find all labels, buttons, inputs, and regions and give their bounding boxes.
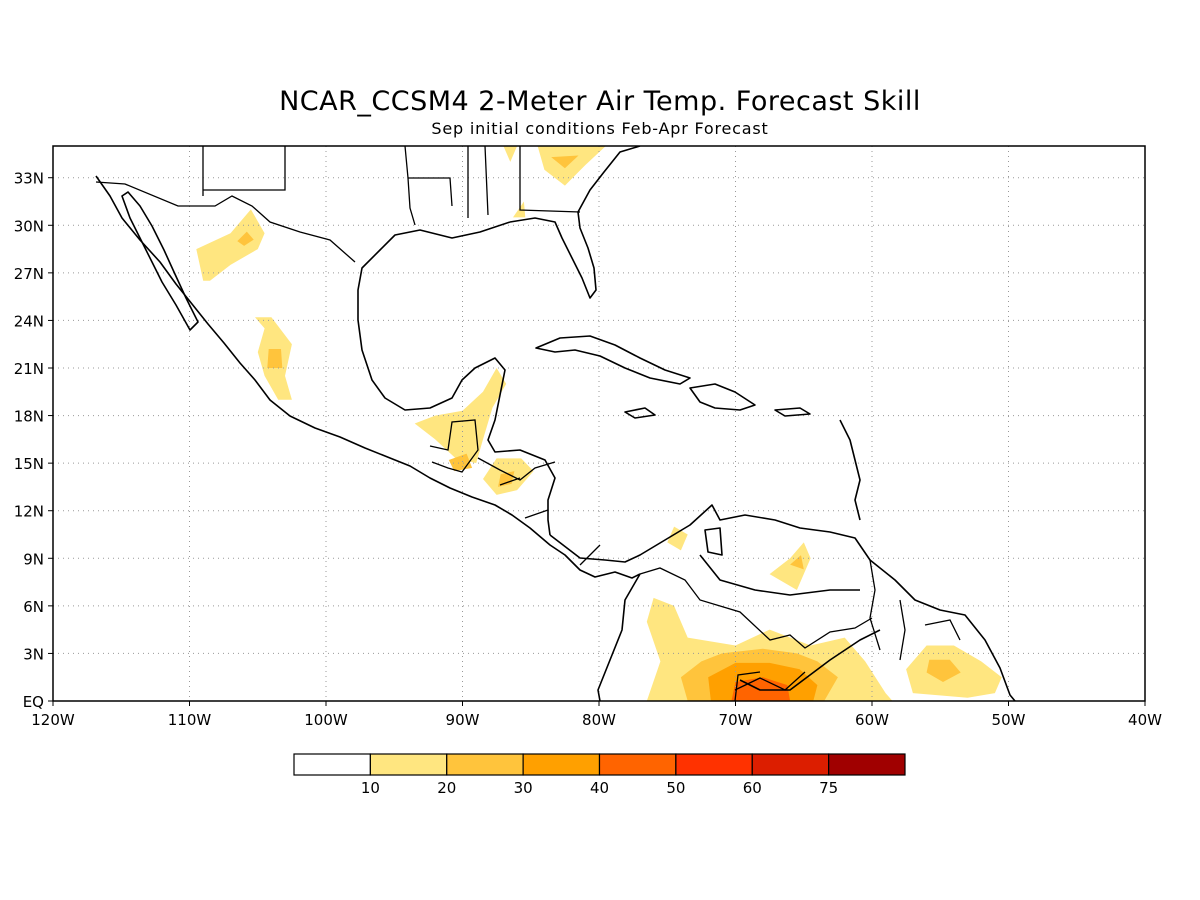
- lesser-antilles: [839, 419, 861, 521]
- colorbar-label: 40: [590, 779, 609, 797]
- baja-california: [121, 191, 199, 331]
- lat-tick-label: 3N: [23, 645, 44, 663]
- jamaica: [624, 407, 656, 419]
- amazon-rivers: [739, 629, 881, 691]
- colorbar-label: 30: [514, 779, 533, 797]
- lon-tick-label: 110W: [168, 711, 212, 729]
- skill-region-nw-mexico-core: [237, 231, 254, 246]
- us-state-lines: [202, 146, 581, 226]
- skill-region-yucatan: [414, 368, 507, 464]
- lat-tick-label: EQ: [23, 693, 44, 711]
- brazil-inner-border: [734, 671, 761, 701]
- lon-tick-label: 80W: [582, 711, 616, 729]
- lat-tick-label: 9N: [23, 550, 44, 568]
- political-borders: [95, 146, 961, 701]
- central-america-borders: [477, 457, 601, 566]
- skill-region-w-mexico-core: [267, 349, 283, 368]
- lat-tick-label: 33N: [14, 170, 44, 188]
- colorbar-label: 75: [819, 779, 838, 797]
- us-mexico-border: [95, 181, 356, 263]
- skill-region-se-usa: [537, 146, 606, 186]
- map-subtitle: Sep initial conditions Feb-Apr Forecast: [431, 119, 769, 138]
- hispaniola: [689, 383, 756, 411]
- colorbar-swatch: [598, 753, 677, 776]
- colorbar: 10 20 30 40 50 60 75: [293, 753, 906, 797]
- coastlines: [95, 146, 1016, 701]
- venezuela-interior: [699, 554, 860, 596]
- lat-tick-label: 24N: [14, 312, 44, 330]
- map-title: NCAR_CCSM4 2-Meter Air Temp. Forecast Sk…: [279, 86, 921, 117]
- lon-tick-label: 120W: [31, 711, 75, 729]
- lon-tick-label: 100W: [304, 711, 348, 729]
- gulf-of-mexico-coast: [357, 221, 556, 536]
- lat-tick-label: 21N: [14, 360, 44, 378]
- lon-tick-label: 70W: [719, 711, 753, 729]
- lat-tick-label: 15N: [14, 455, 44, 473]
- skill-region-alabama-north: [503, 146, 518, 162]
- lake-maracaibo: [704, 527, 723, 556]
- south-america-north-coast: [549, 504, 1016, 701]
- colorbar-swatch: [293, 753, 371, 776]
- colorbar-swatch: [828, 753, 906, 776]
- colorbar-swatch: [751, 753, 830, 776]
- grid-lines: [53, 146, 1145, 701]
- colorbar-swatch: [369, 753, 448, 776]
- lat-tick-label: 27N: [14, 265, 44, 283]
- south-america-borders: [639, 559, 961, 691]
- lat-tick-label: 12N: [14, 503, 44, 521]
- lon-tick-label: 50W: [992, 711, 1026, 729]
- skill-region-se-usa-core: [551, 155, 579, 169]
- puerto-rico: [774, 407, 811, 417]
- skill-region-gulf-coast: [513, 201, 526, 218]
- colorbar-swatch: [675, 753, 753, 776]
- mexico-pacific-coast: [95, 175, 641, 579]
- colorbar-label: 10: [361, 779, 380, 797]
- skill-region-nw-mexico: [196, 209, 265, 281]
- colorbar-label: 60: [743, 779, 762, 797]
- cuba: [535, 335, 691, 385]
- lat-tick-label: 6N: [23, 598, 44, 616]
- lon-tick-label: 90W: [446, 711, 480, 729]
- colorbar-label: 50: [666, 779, 685, 797]
- lat-tick-label: 30N: [14, 217, 44, 235]
- guatemala-belize-border: [429, 419, 479, 473]
- map-frame: [52, 145, 1146, 702]
- colorbar-label: 20: [437, 779, 456, 797]
- colorbar-swatch: [522, 753, 601, 776]
- skill-region-venezuela: [769, 542, 811, 590]
- lat-tick-label: 18N: [14, 408, 44, 426]
- skill-shading-layer: [196, 146, 1002, 701]
- south-america-pacific-coast: [597, 573, 641, 701]
- lon-tick-label: 40W: [1128, 711, 1162, 729]
- skill-region-venezuela-core: [790, 555, 804, 570]
- skill-region-guiana-core: [926, 659, 961, 682]
- colorbar-swatch: [446, 753, 524, 776]
- lon-tick-label: 60W: [855, 711, 889, 729]
- skill-region-colombia-coast: [667, 526, 688, 551]
- florida: [509, 146, 641, 299]
